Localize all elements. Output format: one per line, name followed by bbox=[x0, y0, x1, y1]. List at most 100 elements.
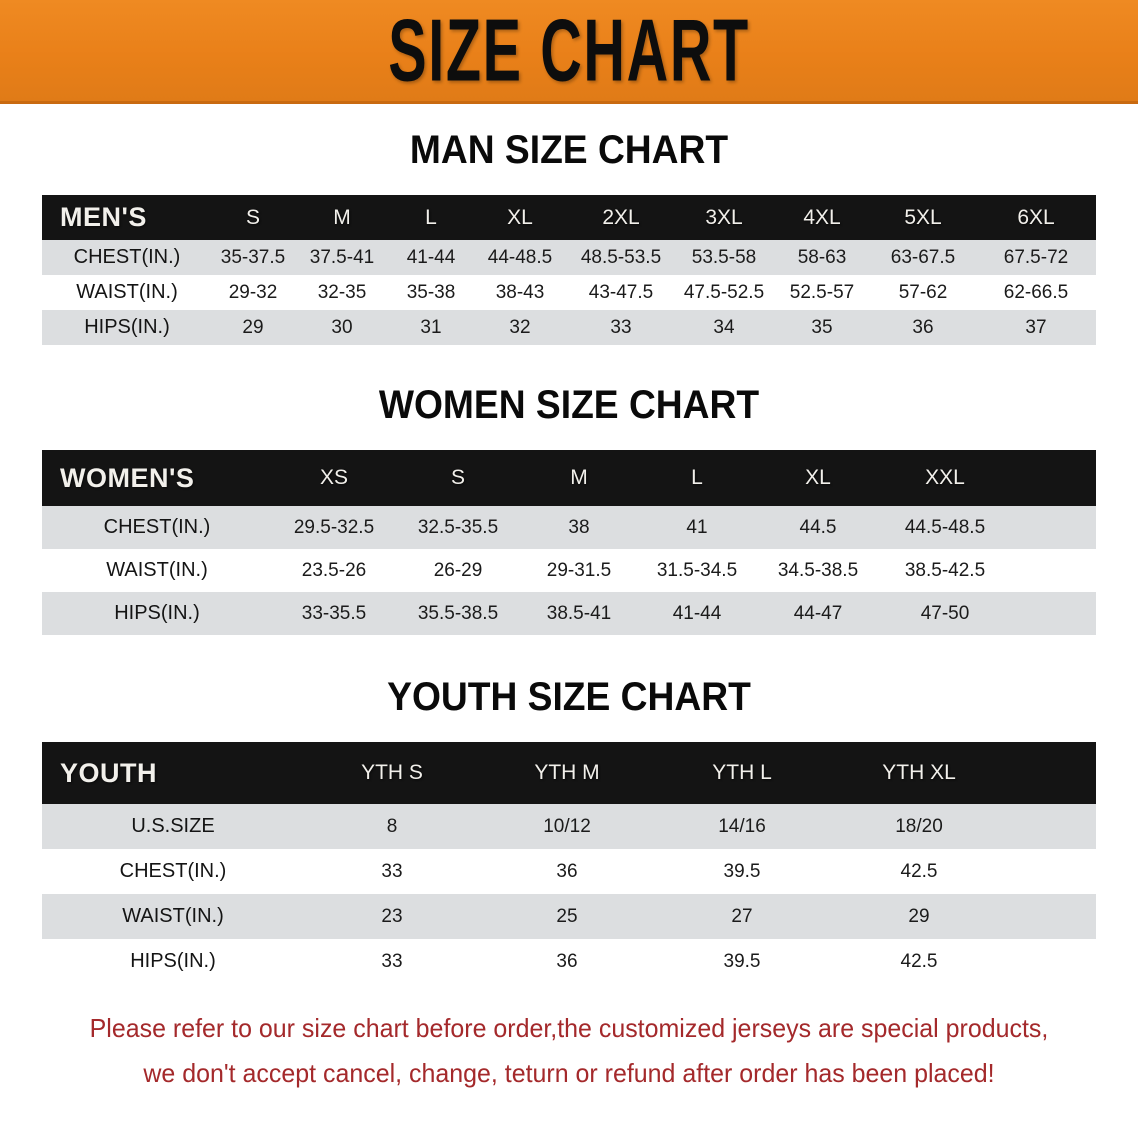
men-row-label: HIPS(IN.) bbox=[42, 310, 212, 345]
men-size-table: MEN'S S M L XL 2XL 3XL 4XL 5XL 6XL CHEST… bbox=[42, 195, 1096, 345]
women-cell-empty bbox=[1010, 506, 1096, 549]
women-cell: 26-29 bbox=[396, 549, 520, 592]
women-cell: 41 bbox=[638, 506, 756, 549]
men-cell: 30 bbox=[294, 310, 390, 345]
section-youth: YOUTH SIZE CHART YOUTH YTH S YTH M YTH L… bbox=[0, 635, 1138, 984]
youth-cell-empty bbox=[1008, 894, 1096, 939]
men-cell: 34 bbox=[674, 310, 774, 345]
men-cell: 33 bbox=[568, 310, 674, 345]
section-title-youth: YOUTH SIZE CHART bbox=[387, 675, 751, 719]
youth-col-header: YTH M bbox=[534, 761, 600, 784]
men-cell: 32 bbox=[472, 310, 568, 345]
men-cell: 35-38 bbox=[390, 275, 472, 310]
youth-size-table: YOUTH YTH S YTH M YTH L YTH XL U.S.SIZE … bbox=[42, 742, 1096, 984]
women-header-row: WOMEN'S XS S M L XL XXL bbox=[42, 450, 1096, 506]
women-size-table: WOMEN'S XS S M L XL XXL CHEST(IN.) 29.5-… bbox=[42, 450, 1096, 635]
youth-col-header-empty bbox=[1008, 742, 1096, 804]
table-row: WAIST(IN.) 23 25 27 29 bbox=[42, 894, 1096, 939]
women-cell: 34.5-38.5 bbox=[756, 549, 880, 592]
men-cell: 53.5-58 bbox=[674, 240, 774, 275]
notice-line-1: Please refer to our size chart before or… bbox=[89, 1013, 1049, 1043]
men-row-label: CHEST(IN.) bbox=[42, 240, 212, 275]
women-row-label: HIPS(IN.) bbox=[42, 592, 272, 635]
youth-col-header: YTH S bbox=[361, 761, 423, 784]
men-cell: 36 bbox=[870, 310, 976, 345]
youth-col-header: YTH XL bbox=[882, 761, 956, 784]
women-cell: 31.5-34.5 bbox=[638, 549, 756, 592]
men-col-header: 6XL bbox=[1017, 205, 1055, 229]
men-col-header: 3XL bbox=[705, 205, 743, 229]
section-title-man: MAN SIZE CHART bbox=[409, 128, 729, 172]
men-row-label: WAIST(IN.) bbox=[42, 275, 212, 310]
men-cell: 44-48.5 bbox=[472, 240, 568, 275]
women-cell: 41-44 bbox=[638, 592, 756, 635]
table-row: CHEST(IN.) 33 36 39.5 42.5 bbox=[42, 849, 1096, 894]
women-cell: 23.5-26 bbox=[272, 549, 396, 592]
men-col-header: 5XL bbox=[904, 205, 942, 229]
women-col-header: M bbox=[570, 466, 588, 489]
table-row: U.S.SIZE 8 10/12 14/16 18/20 bbox=[42, 804, 1096, 849]
men-cell: 63-67.5 bbox=[870, 240, 976, 275]
women-cell: 29-31.5 bbox=[520, 549, 638, 592]
table-row: WAIST(IN.) 29-32 32-35 35-38 38-43 43-47… bbox=[42, 275, 1096, 310]
youth-cell: 18/20 bbox=[830, 804, 1008, 849]
table-wrapper-man: MEN'S S M L XL 2XL 3XL 4XL 5XL 6XL CHEST… bbox=[42, 195, 1096, 345]
men-cell: 29 bbox=[212, 310, 294, 345]
men-cell: 37 bbox=[976, 310, 1096, 345]
men-cell: 48.5-53.5 bbox=[568, 240, 674, 275]
women-cell: 32.5-35.5 bbox=[396, 506, 520, 549]
youth-row-label: U.S.SIZE bbox=[42, 804, 304, 849]
youth-row-label: HIPS(IN.) bbox=[42, 939, 304, 984]
women-cell: 29.5-32.5 bbox=[272, 506, 396, 549]
women-col-header: S bbox=[450, 466, 465, 489]
men-cell: 41-44 bbox=[390, 240, 472, 275]
page-title: SIZE CHART bbox=[388, 1, 750, 100]
section-women: WOMEN SIZE CHART WOMEN'S XS S M L XL XXL bbox=[0, 345, 1138, 635]
youth-cell: 8 bbox=[304, 804, 480, 849]
women-cell: 44.5-48.5 bbox=[880, 506, 1010, 549]
youth-cell: 27 bbox=[654, 894, 830, 939]
men-cell: 58-63 bbox=[774, 240, 870, 275]
men-col-header: M bbox=[333, 205, 351, 229]
notice-line-2: we don't accept cancel, change, teturn o… bbox=[143, 1057, 995, 1088]
youth-row-label: WAIST(IN.) bbox=[42, 894, 304, 939]
men-col-header: S bbox=[245, 205, 260, 229]
men-cell: 32-35 bbox=[294, 275, 390, 310]
youth-cell: 10/12 bbox=[480, 804, 654, 849]
women-col-header: L bbox=[691, 466, 703, 489]
youth-cell: 39.5 bbox=[654, 939, 830, 984]
women-cell: 38 bbox=[520, 506, 638, 549]
youth-cell: 23 bbox=[304, 894, 480, 939]
youth-cell: 33 bbox=[304, 849, 480, 894]
youth-corner-label: YOUTH bbox=[60, 757, 157, 788]
table-wrapper-women: WOMEN'S XS S M L XL XXL CHEST(IN.) 29.5-… bbox=[42, 450, 1096, 635]
youth-cell: 39.5 bbox=[654, 849, 830, 894]
youth-cell: 33 bbox=[304, 939, 480, 984]
women-cell: 38.5-42.5 bbox=[880, 549, 1010, 592]
page-banner: SIZE CHART bbox=[0, 0, 1138, 104]
men-cell: 35-37.5 bbox=[212, 240, 294, 275]
men-cell: 31 bbox=[390, 310, 472, 345]
youth-cell: 25 bbox=[480, 894, 654, 939]
men-cell: 38-43 bbox=[472, 275, 568, 310]
women-row-label: CHEST(IN.) bbox=[42, 506, 272, 549]
men-col-header: XL bbox=[507, 205, 533, 229]
table-row: CHEST(IN.) 29.5-32.5 32.5-35.5 38 41 44.… bbox=[42, 506, 1096, 549]
women-cell: 44.5 bbox=[756, 506, 880, 549]
table-row: WAIST(IN.) 23.5-26 26-29 29-31.5 31.5-34… bbox=[42, 549, 1096, 592]
women-col-header: XL bbox=[805, 466, 831, 489]
youth-header-row: YOUTH YTH S YTH M YTH L YTH XL bbox=[42, 742, 1096, 804]
youth-row-label: CHEST(IN.) bbox=[42, 849, 304, 894]
women-cell-empty bbox=[1010, 592, 1096, 635]
order-notice: Please refer to our size chart before or… bbox=[0, 1006, 1138, 1095]
youth-cell: 42.5 bbox=[830, 939, 1008, 984]
women-corner-label: WOMEN'S bbox=[60, 462, 195, 493]
men-cell: 52.5-57 bbox=[774, 275, 870, 310]
men-col-header: 2XL bbox=[602, 205, 640, 229]
youth-cell-empty bbox=[1008, 804, 1096, 849]
men-cell: 35 bbox=[774, 310, 870, 345]
table-row: HIPS(IN.) 29 30 31 32 33 34 35 36 37 bbox=[42, 310, 1096, 345]
men-col-header: L bbox=[425, 205, 437, 229]
table-row: HIPS(IN.) 33-35.5 35.5-38.5 38.5-41 41-4… bbox=[42, 592, 1096, 635]
women-cell: 38.5-41 bbox=[520, 592, 638, 635]
